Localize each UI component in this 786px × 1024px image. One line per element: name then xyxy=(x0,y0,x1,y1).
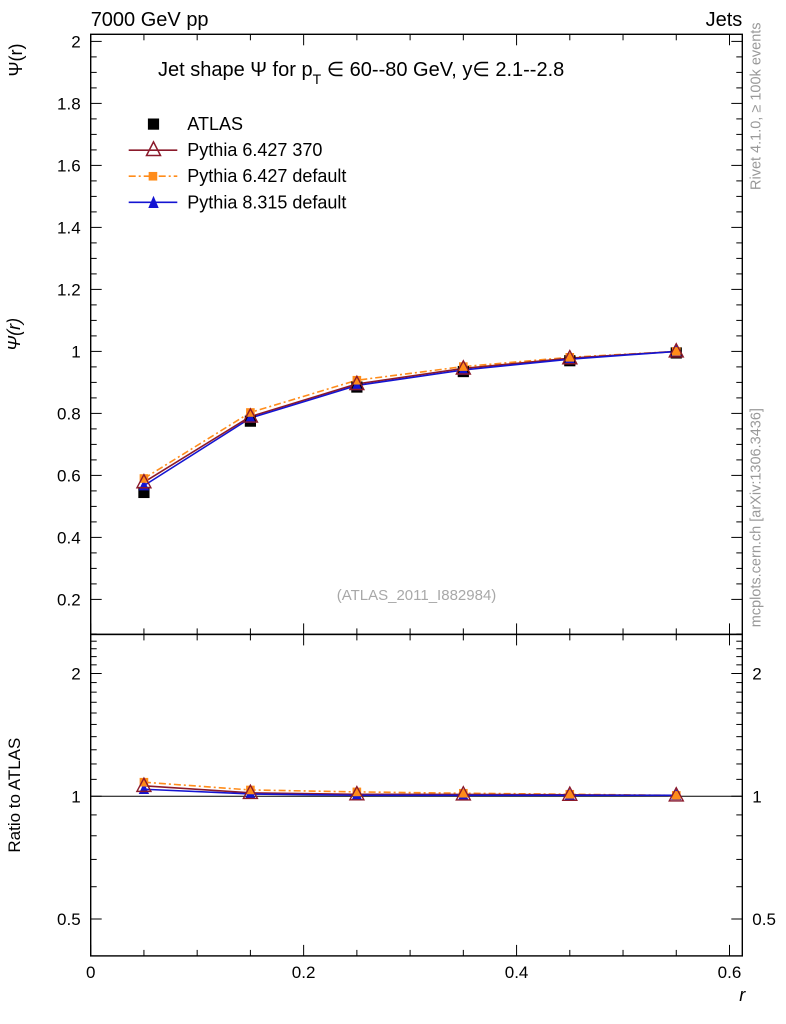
svg-text:1.6: 1.6 xyxy=(57,156,81,175)
svg-text:0.5: 0.5 xyxy=(752,910,776,929)
svg-text:0.8: 0.8 xyxy=(57,404,81,423)
svg-text:Jets: Jets xyxy=(706,9,743,31)
svg-text:1.8: 1.8 xyxy=(57,94,81,113)
svg-text:0.4: 0.4 xyxy=(505,963,529,982)
svg-text:(ATLAS_2011_I882984): (ATLAS_2011_I882984) xyxy=(337,587,497,604)
svg-text:mcplots.cern.ch [arXiv:1306.34: mcplots.cern.ch [arXiv:1306.3436] xyxy=(748,408,764,627)
svg-text:2: 2 xyxy=(752,664,761,683)
svg-text:1: 1 xyxy=(71,342,80,361)
svg-text:2: 2 xyxy=(71,664,80,683)
svg-text:Pythia 6.427 370: Pythia 6.427 370 xyxy=(187,140,322,160)
svg-text:7000 GeV pp: 7000 GeV pp xyxy=(91,9,209,31)
svg-text:Ψ(r): Ψ(r) xyxy=(6,43,26,76)
svg-text:0.2: 0.2 xyxy=(292,963,316,982)
svg-text:0.6: 0.6 xyxy=(718,963,742,982)
svg-text:1: 1 xyxy=(71,787,80,806)
svg-text:0.4: 0.4 xyxy=(57,528,81,547)
svg-text:1.4: 1.4 xyxy=(57,218,81,237)
svg-text:Pythia 6.427 default: Pythia 6.427 default xyxy=(187,166,346,186)
svg-text:Ratio to ATLAS: Ratio to ATLAS xyxy=(5,738,24,853)
svg-text:ATLAS: ATLAS xyxy=(187,114,243,134)
svg-text:2: 2 xyxy=(71,32,80,51)
svg-text:Pythia 8.315 default: Pythia 8.315 default xyxy=(187,192,346,212)
svg-text:1: 1 xyxy=(752,787,761,806)
svg-text:0: 0 xyxy=(86,963,95,982)
svg-text:r: r xyxy=(739,985,746,1005)
svg-text:0.2: 0.2 xyxy=(57,590,81,609)
svg-text:0.6: 0.6 xyxy=(57,466,81,485)
svg-text:1.2: 1.2 xyxy=(57,280,81,299)
svg-text:0.5: 0.5 xyxy=(57,910,81,929)
svg-text:Ψ(r): Ψ(r) xyxy=(4,318,24,351)
svg-text:Rivet 4.1.0, ≥ 100k events: Rivet 4.1.0, ≥ 100k events xyxy=(748,22,764,190)
